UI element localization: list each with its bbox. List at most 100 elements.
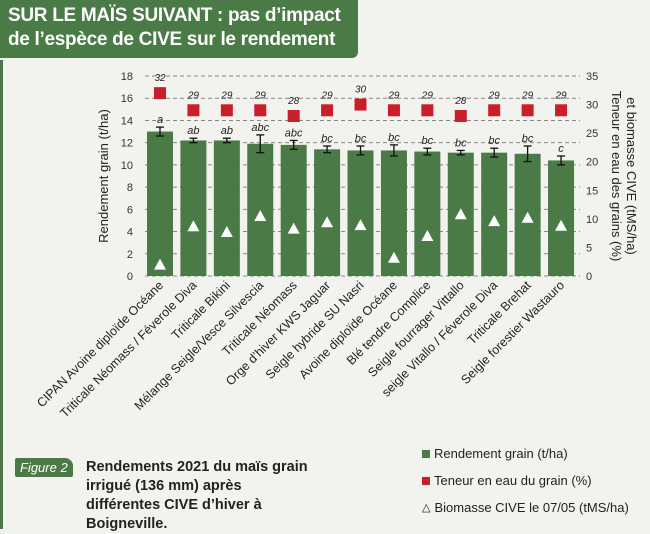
moisture-point xyxy=(187,104,200,117)
significance-letter: bc xyxy=(522,133,534,145)
figure-caption: Rendements 2021 du maïs grain irrigué (1… xyxy=(86,459,308,532)
bar xyxy=(147,131,173,276)
y-tick-label: 2 xyxy=(127,249,133,261)
biomass-point xyxy=(521,211,534,223)
moisture-point xyxy=(254,104,267,117)
moisture-label: 30 xyxy=(355,85,367,96)
moisture-point xyxy=(521,104,534,117)
biomass-point xyxy=(187,220,200,232)
biomass-point xyxy=(488,215,501,227)
y-tick-label: 8 xyxy=(127,182,133,194)
biomass-point xyxy=(154,258,166,270)
moisture-label: 29 xyxy=(220,90,233,101)
biomass-point xyxy=(421,230,434,241)
figure-label: Figure 2 xyxy=(15,458,73,477)
significance-letter: a xyxy=(157,114,163,126)
y-tick-label: 12 xyxy=(121,138,133,150)
moisture-label: 29 xyxy=(321,90,334,101)
significance-letter: abc xyxy=(251,122,269,134)
bar xyxy=(280,144,307,276)
y2-tick-label: 5 xyxy=(586,242,592,254)
legend-label: Rendement grain (t/ha) xyxy=(434,446,568,461)
legend-item-biomass: △ Biomasse CIVE le 07/05 (tMS/ha) xyxy=(422,494,629,521)
biomass-point xyxy=(220,226,233,237)
legend-label: Biomasse CIVE le 07/05 (tMS/ha) xyxy=(434,500,629,515)
y2-axis-label: et biomasse CIVE (tMS/ha) xyxy=(624,97,639,255)
biomass-point xyxy=(321,216,334,228)
biomass-point xyxy=(555,219,568,231)
bar xyxy=(247,143,274,276)
legend-swatch-green xyxy=(422,449,430,458)
significance-letter: bc xyxy=(422,135,434,147)
significance-letter: abc xyxy=(285,127,303,139)
moisture-label: 28 xyxy=(454,96,467,107)
y-tick-label: 4 xyxy=(127,227,133,239)
moisture-point xyxy=(354,98,367,111)
significance-letter: ab xyxy=(187,125,199,137)
moisture-label: 29 xyxy=(254,90,267,101)
bar xyxy=(481,152,508,276)
y-tick-label: 10 xyxy=(121,160,133,172)
bar xyxy=(548,160,575,276)
bar xyxy=(314,149,341,276)
legend-label: Teneur en eau du grain (%) xyxy=(434,473,592,488)
y2-tick-label: 25 xyxy=(586,128,598,140)
frame-line xyxy=(0,60,3,529)
page-title: SUR LE MAÏS SUIVANT : pas d’impact de l’… xyxy=(0,0,358,58)
title-line-1: SUR LE MAÏS SUIVANT : pas d’impact xyxy=(8,5,341,26)
y-tick-label: 14 xyxy=(121,115,133,127)
moisture-point xyxy=(220,104,233,117)
bar xyxy=(213,140,240,276)
bar xyxy=(414,151,441,276)
significance-letter: bc xyxy=(455,137,467,149)
moisture-label: 29 xyxy=(488,90,501,101)
biomass-point xyxy=(287,222,300,234)
y2-axis-label: Teneur en eau des grains (%) xyxy=(609,91,624,262)
significance-letter: bc xyxy=(488,135,500,147)
bar xyxy=(347,150,374,276)
moisture-label: 29 xyxy=(387,90,400,101)
significance-letter: bc xyxy=(321,133,333,145)
significance-letter: bc xyxy=(388,132,400,144)
moisture-point xyxy=(321,104,334,117)
moisture-label: 29 xyxy=(421,90,434,101)
biomass-point xyxy=(454,208,467,220)
legend-swatch-red xyxy=(422,476,430,485)
biomass-point xyxy=(354,219,367,231)
moisture-point xyxy=(454,110,467,122)
moisture-label: 32 xyxy=(154,73,166,84)
biomass-point xyxy=(254,210,267,221)
moisture-point xyxy=(154,87,166,100)
y-tick-label: 16 xyxy=(121,93,133,105)
triangle-icon: △ xyxy=(422,502,431,514)
moisture-label: 29 xyxy=(554,90,567,101)
moisture-label: 29 xyxy=(521,90,534,101)
y2-tick-label: 35 xyxy=(586,71,598,83)
legend-item-moisture: Teneur en eau du grain (%) xyxy=(422,467,629,494)
title-line-2: de l’espèce de CIVE sur le rendement xyxy=(8,29,336,50)
significance-letter: bc xyxy=(355,133,367,145)
significance-letter: c xyxy=(558,143,564,155)
y2-tick-label: 0 xyxy=(586,271,592,283)
category-label: Triticale Néomass / Féverole Diva xyxy=(57,278,199,420)
moisture-point xyxy=(421,104,434,117)
moisture-point xyxy=(387,104,400,117)
moisture-point xyxy=(555,104,568,117)
y2-tick-label: 20 xyxy=(586,157,598,169)
y-tick-label: 0 xyxy=(127,271,133,283)
legend-item-yield: Rendement grain (t/ha) xyxy=(422,440,629,467)
y-axis-label: Rendement grain (t/ha) xyxy=(96,109,111,243)
legend: Rendement grain (t/ha) Teneur en eau du … xyxy=(422,440,629,521)
significance-letter: ab xyxy=(221,125,233,137)
moisture-point xyxy=(488,104,501,117)
y-tick-label: 6 xyxy=(127,204,133,216)
moisture-point xyxy=(287,110,300,122)
y2-tick-label: 30 xyxy=(586,100,598,112)
moisture-label: 29 xyxy=(187,90,200,101)
biomass-point xyxy=(387,251,400,263)
y-tick-label: 18 xyxy=(121,71,133,83)
y2-tick-label: 15 xyxy=(586,185,598,197)
y2-tick-label: 10 xyxy=(586,214,598,226)
moisture-label: 28 xyxy=(287,96,300,107)
